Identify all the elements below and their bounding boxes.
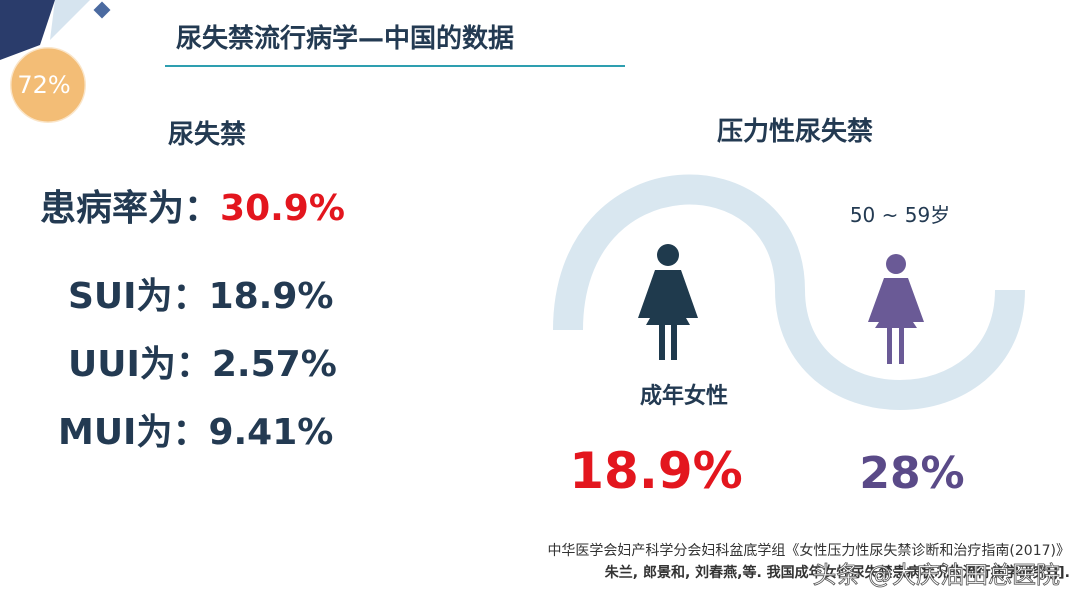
row: MUI为：9.41% xyxy=(58,412,333,453)
reference: 中华医学会妇产科学分会妇科盆底学组《女性压力性尿失禁诊断和治疗指南(2017)》 xyxy=(547,542,1070,559)
badge-text: 72% xyxy=(17,71,70,99)
row-value: 2.57% xyxy=(212,344,337,385)
right-heading: 压力性尿失禁 xyxy=(717,117,873,147)
row-label: UUI为： xyxy=(68,344,212,385)
group-label: 50 ~ 59岁 xyxy=(850,203,950,227)
female-icon xyxy=(868,254,924,364)
prevalence-value: 30.9% xyxy=(220,188,345,229)
decor-shape xyxy=(0,0,55,60)
row: UUI为：2.57% xyxy=(68,344,337,385)
wave xyxy=(553,174,1025,410)
female-icon xyxy=(638,244,698,360)
row-label: SUI为： xyxy=(68,276,209,317)
prevalence-label: 患病率为： xyxy=(40,188,220,229)
decor-diamond xyxy=(93,1,111,19)
watermark: 头条 @大庆油田总医院 xyxy=(812,561,1060,589)
decor-shape xyxy=(50,0,90,40)
row: SUI为：18.9% xyxy=(68,276,333,317)
title: 尿失禁流行病学—中国的数据 xyxy=(176,23,514,54)
row-value: 9.41% xyxy=(208,412,333,453)
group-value: 18.9% xyxy=(569,442,742,500)
prevalence: 患病率为：30.9% xyxy=(40,188,345,229)
badge-ring xyxy=(8,45,88,125)
group-label: 成年女性 xyxy=(640,383,728,409)
reference: 朱兰, 郎景和, 刘春燕,等. 我国成年女性尿失禁患病状况的流行病学研究[J]. xyxy=(605,564,1070,581)
row-value: 18.9% xyxy=(209,276,334,317)
group-value: 28% xyxy=(859,448,964,499)
left-heading: 尿失禁 xyxy=(168,120,246,150)
badge-circle xyxy=(10,47,86,123)
row-label: MUI为： xyxy=(58,412,208,453)
